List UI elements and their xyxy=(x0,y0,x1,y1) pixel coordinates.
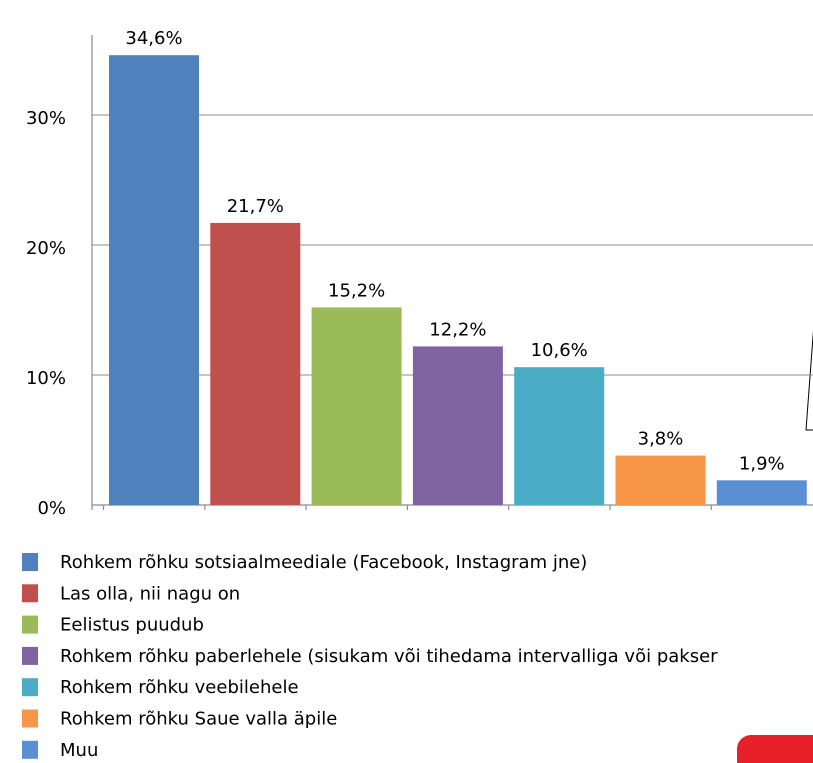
legend-label: Rohkem rõhku paberlehele (sisukam või ti… xyxy=(60,646,718,667)
legend-label: Rohkem rõhku sotsiaalmeediale (Facebook,… xyxy=(60,552,587,573)
legend-swatch xyxy=(22,646,38,665)
value-label: 15,2% xyxy=(328,280,385,301)
legend-label: Las olla, nii nagu on xyxy=(60,583,240,604)
value-label: 12,2% xyxy=(429,319,486,340)
bar xyxy=(615,455,706,505)
bar xyxy=(716,480,807,505)
corner-badge xyxy=(737,735,813,763)
bar xyxy=(412,346,503,505)
legend-label: Rohkem rõhku veebilehele xyxy=(60,677,299,698)
legend-swatch xyxy=(22,678,38,697)
legend-label: Rohkem rõhku Saue valla äpile xyxy=(60,709,337,730)
y-tick-label: 20% xyxy=(26,238,66,259)
value-label: 3,8% xyxy=(638,429,684,450)
callout-box xyxy=(805,329,813,431)
legend-swatch xyxy=(22,553,38,571)
value-label: 1,9% xyxy=(739,453,785,474)
legend-swatch xyxy=(22,584,38,603)
legend-swatch xyxy=(22,709,38,728)
value-label: 34,6% xyxy=(125,28,182,49)
value-label: 21,7% xyxy=(227,196,284,217)
legend-label: Muu xyxy=(60,740,98,761)
bar xyxy=(109,55,199,505)
y-tick-label: 30% xyxy=(26,108,66,129)
bar xyxy=(210,222,301,505)
legend-swatch xyxy=(22,740,38,759)
legend-label: Eelistus puudub xyxy=(60,615,204,636)
legend-swatch xyxy=(22,615,38,634)
bar xyxy=(311,307,402,505)
bar xyxy=(514,367,605,505)
y-tick-label: 10% xyxy=(26,368,66,389)
value-label: 10,6% xyxy=(531,340,588,361)
y-tick-label: 0% xyxy=(37,498,66,519)
